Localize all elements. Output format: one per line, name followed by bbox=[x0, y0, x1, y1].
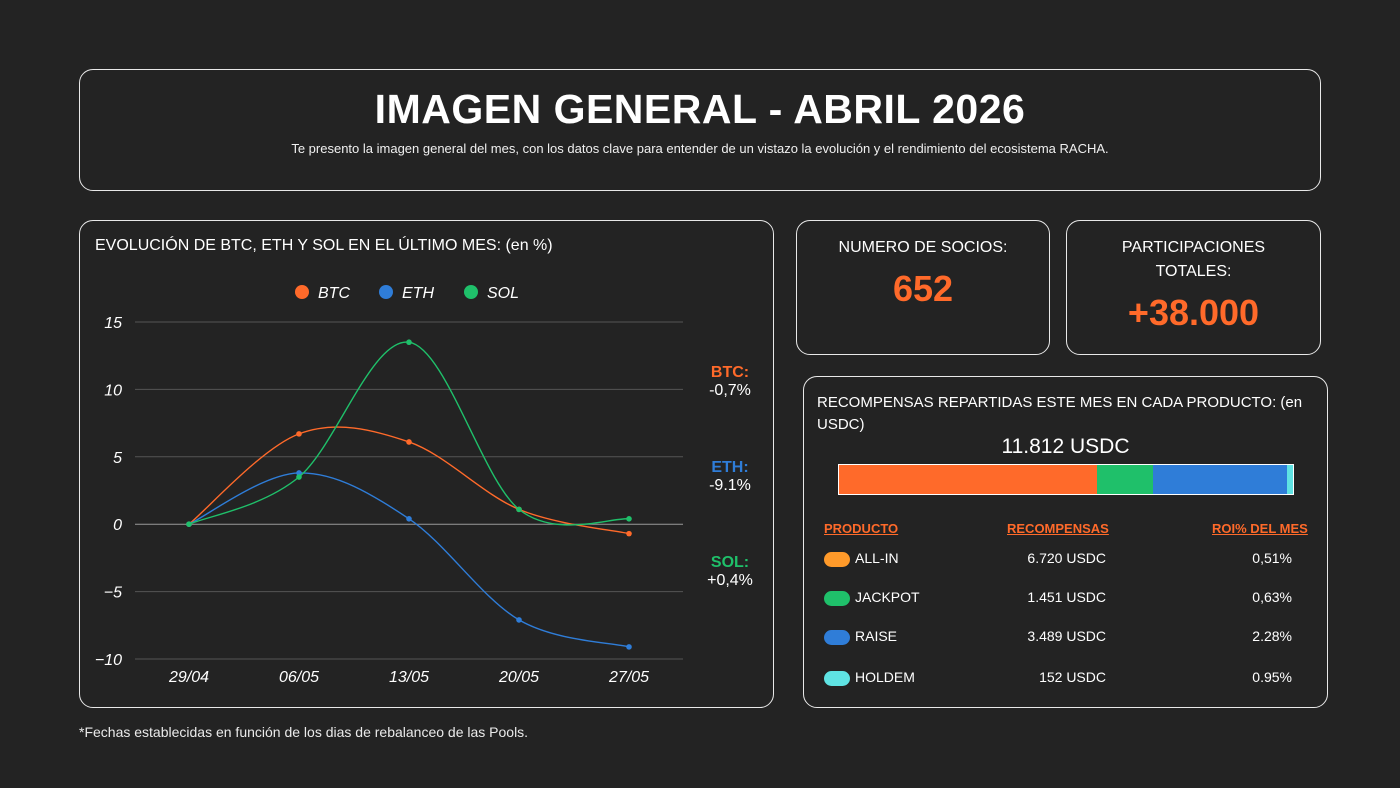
data-point-btc bbox=[296, 431, 302, 437]
y-tick-label: 5 bbox=[113, 450, 122, 467]
sol-summary: SOL: +0,4% bbox=[700, 554, 760, 590]
product-name: HOLDEM bbox=[855, 669, 915, 685]
participaciones-label: PARTICIPACIONES TOTALES: bbox=[1121, 239, 1266, 280]
data-point-sol bbox=[626, 516, 632, 522]
legend-label-btc: BTC bbox=[318, 285, 350, 302]
bar-segment-raise bbox=[1153, 465, 1288, 494]
data-point-eth bbox=[406, 516, 412, 522]
product-roi: 2.28% bbox=[1252, 628, 1292, 644]
data-point-sol bbox=[516, 506, 522, 513]
sol-summary-value: +0,4% bbox=[707, 572, 753, 589]
product-amount: 3.489 USDC bbox=[1027, 628, 1106, 644]
participaciones-value: +38.000 bbox=[1127, 292, 1260, 333]
jackpot-color-dot bbox=[824, 591, 850, 606]
table-row: HOLDEM 152 USDC 0.95% bbox=[804, 668, 1327, 692]
bar-segment-jackpot bbox=[1097, 465, 1154, 494]
data-point-sol bbox=[186, 521, 192, 527]
x-tick-label: 13/05 bbox=[389, 669, 429, 686]
eth-summary-name: ETH: bbox=[711, 459, 749, 476]
socios-value: 652 bbox=[892, 268, 954, 309]
header-rewards: RECOMPENSAS bbox=[1007, 521, 1109, 536]
legend-marker-btc bbox=[295, 285, 309, 299]
y-tick-label: −10 bbox=[95, 652, 122, 669]
raise-color-dot bbox=[824, 630, 850, 645]
product-amount: 6.720 USDC bbox=[1027, 550, 1106, 566]
y-tick-label: 0 bbox=[113, 517, 122, 534]
data-point-btc bbox=[406, 439, 412, 445]
sol-summary-name: SOL: bbox=[710, 554, 750, 571]
footnote: *Fechas establecidas en función de los d… bbox=[79, 724, 529, 740]
series-line-sol bbox=[188, 341, 630, 526]
btc-summary-value: -0,7% bbox=[709, 382, 751, 399]
product-amount: 1.451 USDC bbox=[1027, 589, 1106, 605]
bar-segment-all-in bbox=[839, 465, 1098, 494]
table-row: JACKPOT 1.451 USDC 0,63% bbox=[804, 588, 1327, 612]
rewards-stacked-bar bbox=[838, 464, 1294, 495]
data-point-sol bbox=[406, 339, 412, 346]
x-tick-label: 06/05 bbox=[279, 669, 319, 686]
chart-title: EVOLUCIÓN DE BTC, ETH Y SOL EN EL ÚLTIMO… bbox=[95, 237, 553, 254]
legend-label-eth: ETH bbox=[402, 285, 434, 302]
line-chart: 15 10 5 0 −5 −10 29/04 06/05 13/05 20/05 27/05 BTC E… bbox=[95, 285, 683, 686]
product-name: JACKPOT bbox=[855, 589, 920, 605]
x-tick-label: 20/05 bbox=[498, 669, 539, 686]
rewards-panel: RECOMPENSAS REPARTIDAS ESTE MES EN CADA … bbox=[803, 376, 1328, 708]
holdem-color-dot bbox=[824, 671, 850, 686]
legend-marker-eth bbox=[379, 285, 393, 299]
legend-label-sol: SOL bbox=[487, 285, 519, 302]
y-tick-label: 10 bbox=[104, 382, 122, 399]
participaciones-stat-card: PARTICIPACIONES TOTALES: +38.000 bbox=[1066, 220, 1321, 355]
y-tick-label: 15 bbox=[104, 315, 122, 332]
btc-summary: BTC: -0,7% bbox=[700, 364, 760, 400]
header-product: PRODUCTO bbox=[824, 521, 899, 536]
table-row: RAISE 3.489 USDC 2.28% bbox=[804, 627, 1327, 651]
product-name: RAISE bbox=[855, 628, 898, 644]
page-subtitle: Te presento la imagen general del mes, c… bbox=[291, 141, 1109, 156]
rewards-total: 11.812 USDC bbox=[1001, 435, 1130, 458]
table-row: ALL-IN 6.720 USDC 0,51% bbox=[804, 549, 1327, 573]
chart-panel: EVOLUCIÓN DE BTC, ETH Y SOL EN EL ÚLTIMO… bbox=[79, 220, 774, 708]
product-name: ALL-IN bbox=[855, 550, 899, 566]
all-in-color-dot bbox=[824, 552, 850, 567]
data-point-btc bbox=[626, 530, 632, 537]
rewards-title: RECOMPENSAS REPARTIDAS ESTE MES EN CADA … bbox=[817, 394, 1303, 433]
x-tick-label: 29/04 bbox=[168, 669, 209, 686]
eth-summary-value: -9.1% bbox=[709, 477, 751, 494]
product-roi: 0.95% bbox=[1252, 669, 1292, 685]
data-point-sol bbox=[296, 474, 302, 480]
socios-label: NUMERO DE SOCIOS: bbox=[838, 239, 1008, 256]
bar-segment-holdem bbox=[1287, 465, 1293, 494]
x-tick-label: 27/05 bbox=[608, 669, 649, 686]
product-roi: 0,51% bbox=[1252, 550, 1292, 566]
product-roi: 0,63% bbox=[1252, 589, 1292, 605]
y-tick-label: −5 bbox=[104, 585, 122, 602]
product-amount: 152 USDC bbox=[1039, 669, 1106, 685]
header-roi: ROI% DEL MES bbox=[1212, 521, 1308, 536]
data-point-eth bbox=[626, 644, 632, 650]
socios-stat-card: NUMERO DE SOCIOS: 652 bbox=[796, 220, 1050, 355]
data-point-eth bbox=[296, 470, 302, 476]
btc-summary-name: BTC: bbox=[710, 364, 750, 381]
eth-summary: ETH: -9.1% bbox=[700, 459, 760, 495]
series-line-eth bbox=[188, 472, 630, 648]
header-panel: IMAGEN GENERAL - ABRIL 2026 Te presento … bbox=[79, 69, 1321, 191]
legend-marker-sol bbox=[464, 285, 478, 299]
data-point-eth bbox=[516, 617, 522, 623]
page-title: IMAGEN GENERAL - ABRIL 2026 bbox=[374, 86, 1026, 132]
